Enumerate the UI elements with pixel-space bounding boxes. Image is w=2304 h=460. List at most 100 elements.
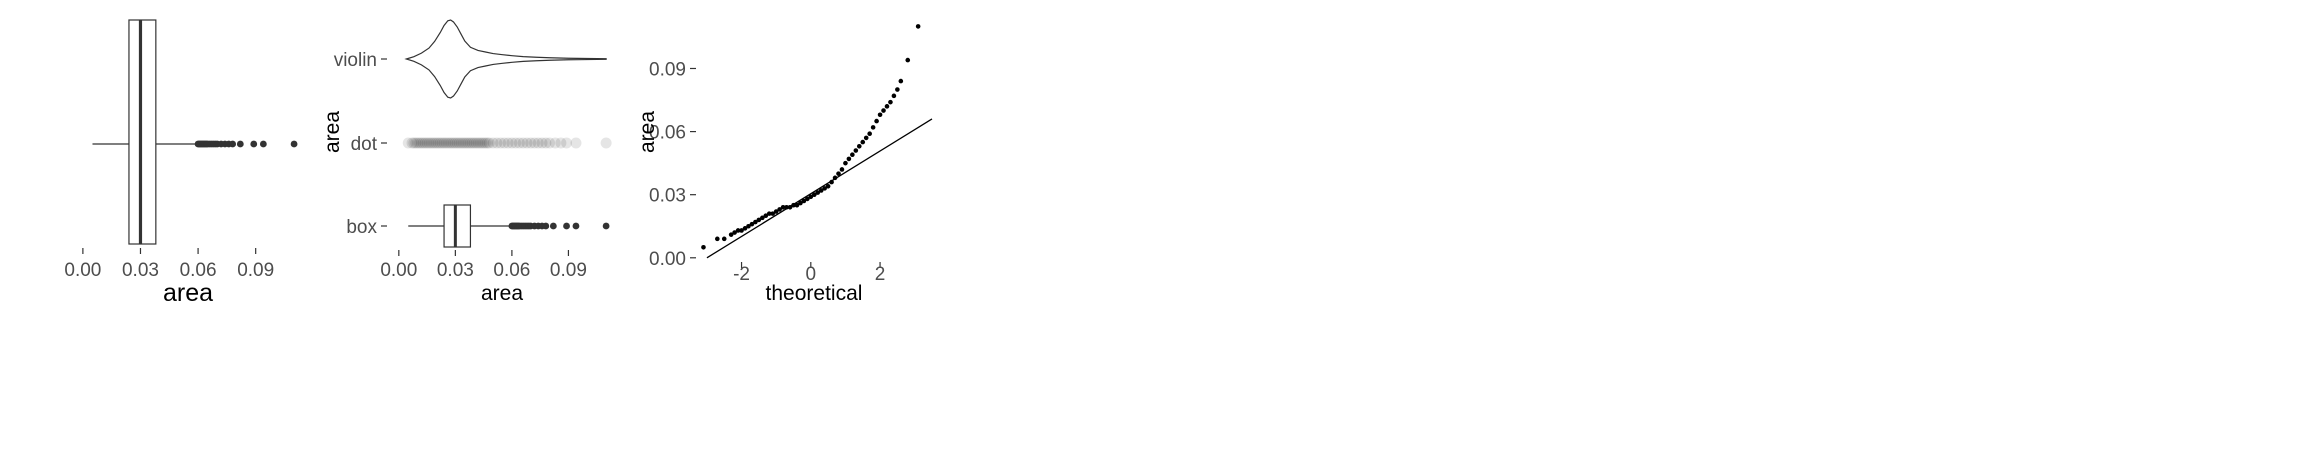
qq-point (811, 192, 817, 197)
vdb-y-label: area (321, 111, 344, 153)
outlier-point (236, 140, 244, 148)
qq-panel: -2 0 2 0.00 0.03 0.06 0.09 theoretical area (636, 24, 933, 305)
dot-point (549, 137, 561, 149)
qq-point (884, 104, 890, 109)
x-tick-label: 2 (875, 264, 886, 285)
boxplot-marks (92, 19, 298, 245)
dot-point (472, 137, 484, 149)
qq-point (853, 148, 859, 153)
qq-point (746, 223, 751, 229)
dot-point (570, 137, 582, 149)
qq-y-label: area (636, 111, 659, 153)
dot-point (502, 137, 514, 149)
dot-point (600, 137, 612, 149)
qq-point (721, 236, 727, 242)
qq-point (760, 215, 765, 221)
dot-point (414, 137, 426, 149)
qq-point (777, 207, 782, 212)
qq-point (815, 190, 821, 195)
qq-point (850, 152, 855, 158)
qq-point (763, 213, 769, 219)
dot-point (457, 137, 469, 149)
dot-point (474, 137, 486, 149)
qq-point (784, 205, 789, 210)
qq-point (829, 179, 834, 185)
qq-point (780, 205, 786, 210)
dot-point (453, 137, 465, 149)
iqr-box (128, 19, 157, 245)
dot-point (536, 137, 548, 149)
dot-point (402, 137, 414, 149)
qq-point (895, 87, 900, 92)
qq-point (874, 118, 879, 124)
qq-y-axis: 0.00 0.03 0.06 0.09 (649, 59, 696, 270)
outlier-point (250, 140, 258, 148)
dot-point (555, 137, 567, 149)
x-tick-label: 0 (806, 264, 817, 285)
qq-x-label: theoretical (766, 282, 863, 305)
qq-point (794, 202, 800, 208)
qq-point (891, 93, 897, 99)
vdb-y-axis: violin dot box (334, 50, 387, 238)
dot-point (487, 137, 499, 149)
boxplot-panel: 0.00 0.03 0.06 0.09 area (64, 19, 298, 307)
dot-point (423, 137, 435, 149)
dot-point (544, 137, 556, 149)
dot-point (464, 137, 476, 149)
qq-reference-line (706, 118, 933, 259)
dot-point (447, 137, 459, 149)
qq-point (728, 232, 734, 237)
outlier-point (290, 140, 298, 148)
dot-point (521, 137, 533, 149)
dot-point (429, 137, 441, 149)
dot-point (419, 137, 431, 149)
dot-point (444, 137, 456, 149)
qq-point (756, 217, 762, 223)
qq-point (798, 200, 803, 206)
dot-strip (402, 137, 612, 149)
dot-point (506, 137, 518, 149)
dot-point (438, 137, 450, 149)
dot-point (421, 137, 433, 149)
qq-point (870, 125, 876, 130)
violin-dot-box-panel: 0.00 0.03 0.06 0.09 violin dot box area area (321, 19, 612, 305)
dot-point (408, 137, 420, 149)
qq-point (888, 99, 893, 105)
dot-point (461, 137, 473, 149)
qq-point (791, 202, 796, 208)
qq-point (860, 139, 866, 145)
dot-point (540, 137, 552, 149)
boxplot-x-label: area (163, 279, 213, 307)
dot-point (425, 137, 437, 149)
violin-shape (404, 19, 607, 99)
dot-point (410, 137, 422, 149)
dot-point (517, 137, 529, 149)
dot-point (463, 137, 475, 149)
dot-point (434, 137, 446, 149)
box-iqr (443, 204, 472, 248)
box-outlier (602, 222, 610, 230)
qq-x-axis: -2 0 2 (733, 262, 885, 285)
x-tick-label: 0.03 (437, 260, 474, 281)
dot-point (495, 137, 507, 149)
qq-point (818, 188, 824, 193)
qq-point (832, 175, 838, 181)
qq-point (867, 131, 872, 136)
qq-point (770, 211, 776, 216)
reference-line (706, 118, 933, 259)
dot-point (440, 137, 452, 149)
violin-outline (404, 19, 607, 99)
x-tick-label: 0.09 (550, 260, 587, 281)
dot-point (476, 137, 488, 149)
dot-point (481, 137, 493, 149)
dot-point (513, 137, 525, 149)
dot-point (529, 137, 541, 149)
y-tick-label: 0.09 (649, 59, 686, 80)
dot-point (415, 137, 427, 149)
x-tick-label: 0.00 (380, 260, 417, 281)
y-category-label: dot (351, 134, 378, 155)
qq-point (753, 219, 758, 225)
dot-point (466, 137, 478, 149)
vdb-x-axis: 0.00 0.03 0.06 0.09 (380, 250, 587, 281)
